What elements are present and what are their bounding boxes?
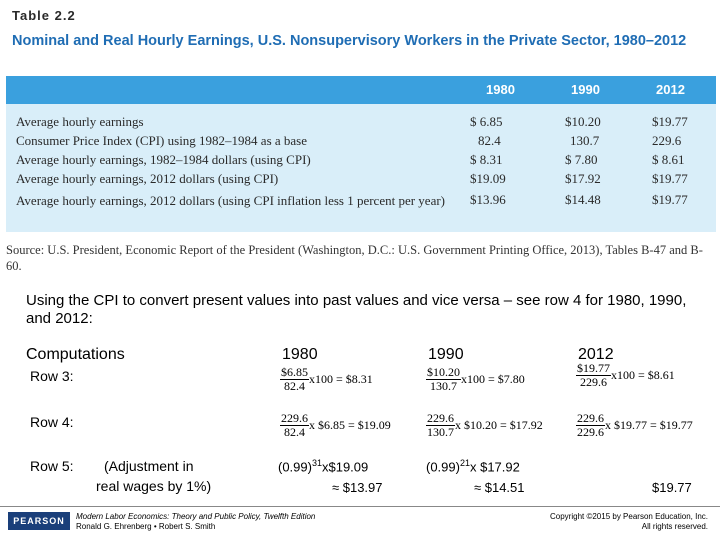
header-1980: 1980 bbox=[486, 82, 515, 97]
row-value: $13.96 bbox=[470, 192, 506, 207]
row-value: $14.48 bbox=[565, 192, 601, 207]
table-title: Nominal and Real Hourly Earnings, U.S. N… bbox=[12, 33, 687, 49]
row-value: 82.4 bbox=[478, 133, 501, 148]
row5-note-2: real wages by 1%) bbox=[96, 478, 212, 494]
intro-text: Using the CPI to convert present values … bbox=[26, 292, 687, 327]
row3-label: Row 3: bbox=[30, 368, 74, 384]
row5-1980-formula: (0.99)31x$19.09 bbox=[278, 458, 369, 475]
row-value: $19.77 bbox=[652, 192, 688, 207]
row-value: 229.6 bbox=[652, 133, 682, 148]
table-label: Table 2.2 bbox=[12, 8, 76, 23]
row-value: $19.77 bbox=[652, 114, 688, 129]
row-value: $ 8.31 bbox=[470, 152, 503, 167]
row-value: $10.20 bbox=[565, 114, 601, 129]
footer-rights: All rights reserved. bbox=[641, 522, 708, 531]
row-label: Average hourly earnings, 1982–1984 dolla… bbox=[16, 152, 311, 167]
row5-note-1: (Adjustment in bbox=[104, 458, 194, 474]
comp-year-1980: 1980 bbox=[282, 346, 318, 363]
footer-book-title: Modern Labor Economics: Theory and Publi… bbox=[76, 512, 316, 521]
row4-1980-formula: 229.6 82.4 x $6.85 = $19.09 bbox=[280, 411, 391, 439]
row5-1990-formula: (0.99)21x $17.92 bbox=[426, 458, 520, 475]
row3-1990-formula: $10.20 130.7 x100 = $7.80 bbox=[426, 365, 525, 393]
row4-label: Row 4: bbox=[30, 414, 74, 430]
row3-1980-formula: $6.85 82.4 x100 = $8.31 bbox=[280, 365, 373, 393]
row5-label: Row 5: bbox=[30, 458, 74, 474]
row-value: $17.92 bbox=[565, 171, 601, 186]
header-2012: 2012 bbox=[656, 82, 685, 97]
row3-2012-formula: $19.77 229.6 x100 = $8.61 bbox=[576, 361, 675, 389]
row-label: Consumer Price Index (CPI) using 1982–19… bbox=[16, 133, 308, 148]
row-value: $ 6.85 bbox=[470, 114, 503, 129]
row-value: $19.09 bbox=[470, 171, 506, 186]
source-note: Source: U.S. President, Economic Report … bbox=[6, 243, 703, 273]
row-value: 130.7 bbox=[570, 133, 600, 148]
row-label: Average hourly earnings, 2012 dollars (u… bbox=[16, 171, 279, 186]
footer-authors: Ronald G. Ehrenberg • Robert S. Smith bbox=[76, 522, 216, 531]
header-1990: 1990 bbox=[571, 82, 600, 97]
row5-1990-result: ≈ $14.51 bbox=[474, 480, 525, 495]
comp-year-1990: 1990 bbox=[428, 346, 464, 363]
row-value: $19.77 bbox=[652, 171, 688, 186]
row5-2012-result: $19.77 bbox=[652, 480, 692, 495]
comp-year-2012: 2012 bbox=[578, 346, 614, 363]
footer-copyright: Copyright ©2015 by Pearson Education, In… bbox=[550, 512, 708, 521]
row-value: $ 7.80 bbox=[565, 152, 598, 167]
computations-heading: Computations bbox=[26, 346, 125, 363]
row-label: Average hourly earnings, 2012 dollars (u… bbox=[16, 193, 445, 208]
row-value: $ 8.61 bbox=[652, 152, 685, 167]
row-label: Average hourly earnings bbox=[16, 114, 144, 129]
pearson-logo: PEARSON bbox=[8, 512, 70, 530]
row4-1990-formula: 229.6 130.7 x $10.20 = $17.92 bbox=[426, 411, 543, 439]
table-header-bar bbox=[6, 76, 716, 104]
footer-divider bbox=[0, 506, 720, 507]
row4-2012-formula: 229.6 229.6 x $19.77 = $19.77 bbox=[576, 411, 693, 439]
row5-1980-result: ≈ $13.97 bbox=[332, 480, 383, 495]
